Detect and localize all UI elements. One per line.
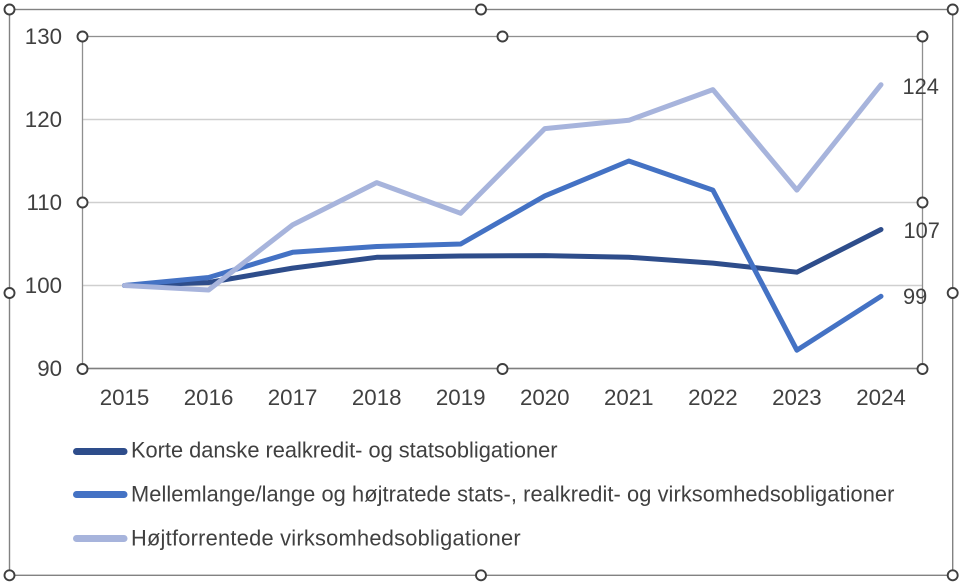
svg-text:Højtforrentede virksomhedsobli: Højtforrentede virksomhedsobligationer (131, 526, 521, 551)
svg-text:100: 100 (25, 273, 62, 298)
svg-text:2024: 2024 (856, 385, 906, 410)
svg-text:107: 107 (904, 218, 940, 243)
svg-text:124: 124 (903, 74, 939, 99)
svg-text:90: 90 (37, 356, 62, 381)
svg-text:110: 110 (26, 190, 62, 215)
svg-text:2023: 2023 (772, 385, 822, 410)
svg-text:2017: 2017 (268, 385, 318, 410)
svg-text:120: 120 (25, 107, 62, 132)
svg-text:130: 130 (25, 24, 62, 49)
svg-text:Korte danske realkredit- og st: Korte danske realkredit- og statsobligat… (131, 438, 558, 463)
svg-text:2022: 2022 (688, 385, 738, 410)
svg-text:Mellemlange/lange og højtrated: Mellemlange/lange og højtratede stats-, … (131, 482, 894, 507)
svg-text:2019: 2019 (436, 385, 486, 410)
svg-text:2015: 2015 (100, 385, 150, 410)
svg-text:2016: 2016 (184, 385, 234, 410)
svg-text:99: 99 (903, 284, 927, 309)
svg-text:2018: 2018 (352, 385, 402, 410)
svg-text:2021: 2021 (604, 385, 654, 410)
svg-text:2020: 2020 (520, 385, 570, 410)
